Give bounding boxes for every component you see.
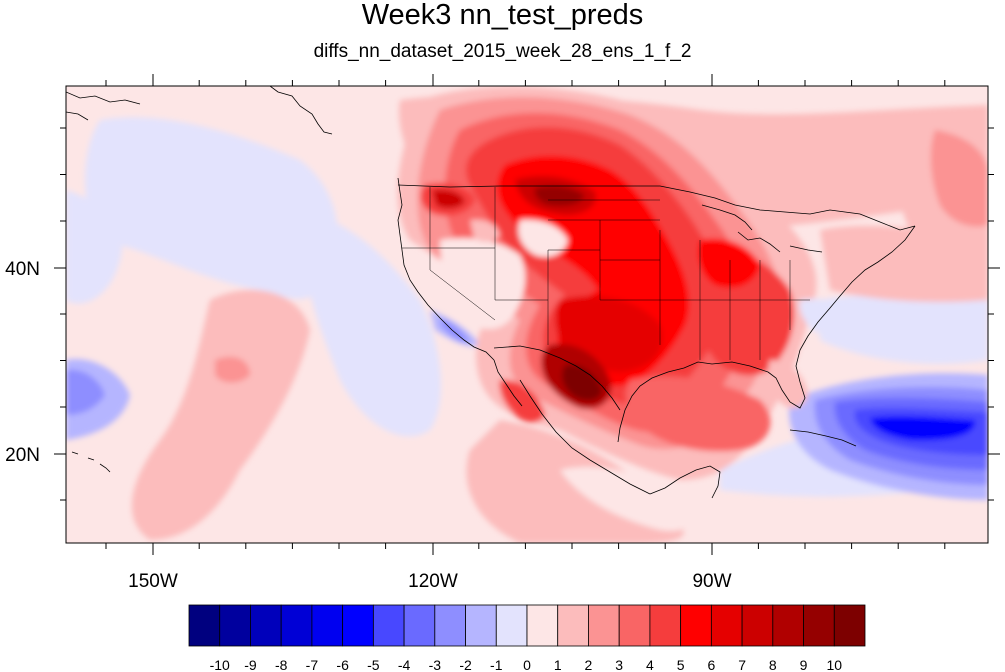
colorbar-box: [741, 604, 774, 647]
lon-label-150w: 150W: [128, 571, 178, 592]
colorbar-label: -4: [398, 657, 411, 672]
atlantic-blue-5: [870, 416, 976, 441]
colorbar-label: -6: [336, 657, 349, 672]
hawaii-islands: [71, 451, 111, 473]
colorbar-label: -7: [306, 657, 319, 672]
colorbar: -10 -9 -8 -7 -6 -5 -4 -3 -2 -1 0 1 2 3 4 5 6 7 8 9 10: [188, 604, 866, 672]
colorbar-box: [495, 604, 528, 647]
state-borders: [402, 187, 810, 360]
colorbar-label: -8: [275, 657, 288, 672]
baja-red: [499, 379, 545, 423]
colorbar-box: [250, 604, 282, 647]
west-pacific-light-blue: [66, 190, 122, 304]
colorbar-box: [342, 604, 374, 647]
colorbar-label: 7: [738, 657, 746, 672]
gulf-coast: [617, 361, 769, 443]
colorbar-box: [311, 604, 344, 647]
colorbar-box: [833, 604, 866, 647]
pacific-pink-core: [215, 356, 250, 383]
rockies-light: [518, 219, 568, 257]
colorbar-box: [526, 604, 559, 647]
colorbar-label: 6: [707, 657, 715, 672]
central-pacific-light-blue: [300, 210, 441, 437]
colorbar-box: [465, 604, 497, 647]
colorbar-label: 4: [646, 657, 654, 672]
colorbar-label: 2: [585, 657, 593, 672]
colorbar-label: -5: [367, 657, 380, 672]
lon-label-90w: 90W: [692, 571, 731, 592]
pacific-nw-core: [432, 189, 465, 209]
colorbar-box: [372, 604, 405, 647]
lat-label-40n: 40N: [5, 259, 40, 280]
alaska-coast: [66, 86, 333, 135]
eastern-us-pink: [820, 225, 988, 302]
baja-coast: [493, 359, 523, 407]
colorbar-box: [618, 604, 651, 647]
mexico-west-coast: [519, 379, 651, 495]
hawaii-blue-core: [66, 369, 105, 415]
colorbar-label: 8: [769, 657, 777, 672]
mid-atlantic-light-blue: [820, 295, 988, 364]
colorbar-box: [588, 604, 620, 647]
colorbar-box: [649, 604, 682, 647]
colorbar-label: 3: [615, 657, 623, 672]
pacific-pink-band: [131, 290, 310, 540]
colorbar-box: [772, 604, 804, 647]
colorbar-label: 5: [677, 657, 685, 672]
lat-label-20n: 20N: [5, 445, 40, 466]
northern-plains-max: [534, 185, 585, 206]
colorbar-box: [557, 604, 589, 647]
us-mexico-border: [493, 345, 621, 411]
cuba: [789, 429, 857, 447]
pacific-light-blue: [85, 117, 338, 299]
yucatan: [649, 465, 721, 499]
washington-light: [470, 219, 500, 242]
anomaly-field: [66, 86, 988, 543]
colorbar-box: [803, 604, 835, 647]
tick-marks: [54, 74, 1000, 555]
colorbar-box: [403, 604, 436, 647]
colorbar-box: [434, 604, 466, 647]
canada-us-border: [397, 184, 916, 231]
colorbar-label: -9: [244, 657, 257, 672]
gulf-coast-red: [625, 376, 771, 452]
colorbar-box: [280, 604, 313, 647]
coastlines-borders: [66, 86, 916, 499]
colorbar-box: [680, 604, 712, 647]
colorbar-box: [710, 604, 743, 647]
california-blue-core: [440, 318, 470, 343]
gulf-light: [560, 466, 694, 531]
lon-label-120w: 120W: [408, 571, 458, 592]
colorbar-label: 9: [800, 657, 808, 672]
east-canada-salmon: [930, 130, 988, 227]
map-title: Week3 nn_test_preds: [361, 0, 644, 31]
midwest-red: [698, 238, 760, 288]
us-west-coast: [397, 177, 495, 361]
colorbar-label: -1: [490, 657, 503, 672]
florida-light: [768, 360, 808, 409]
colorbar-label: -2: [459, 657, 472, 672]
great-lakes: [701, 204, 823, 253]
east-coast: [767, 225, 916, 409]
colorbar-label: 1: [554, 657, 562, 672]
colorbar-label: -3: [429, 657, 442, 672]
colorbar-label: 0: [523, 657, 531, 672]
colorbar-label: 10: [826, 657, 842, 672]
texas-core-2: [562, 364, 602, 401]
great-basin-light: [440, 238, 526, 330]
map-subtitle: diffs_nn_dataset_2015_week_28_ens_1_f_2: [313, 41, 692, 62]
colorbar-box: [219, 604, 251, 647]
colorbar-box: [188, 604, 221, 647]
colorbar-label: -10: [210, 657, 230, 672]
